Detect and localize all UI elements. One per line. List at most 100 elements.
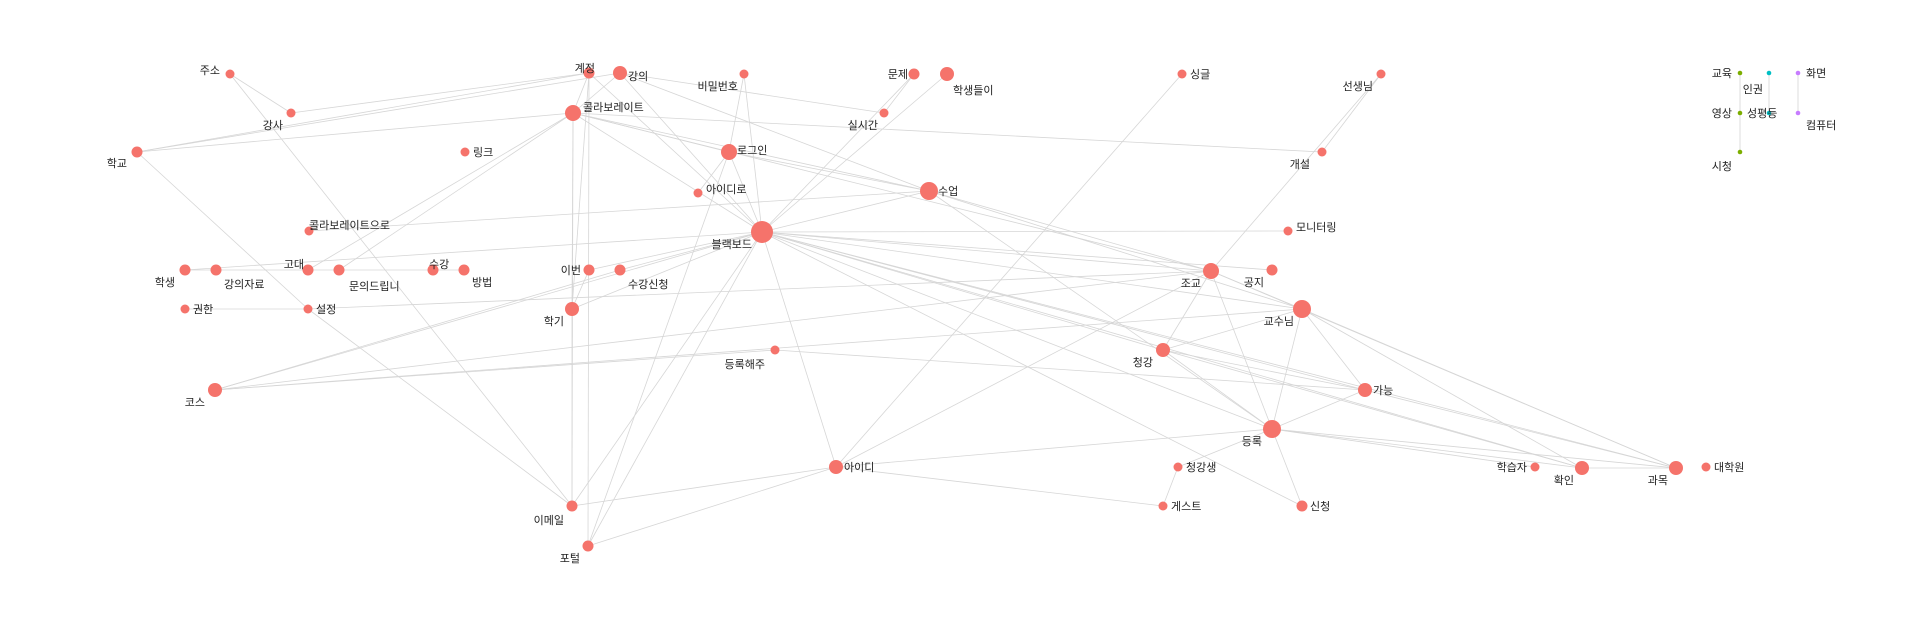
graph-node[interactable]: 학기 — [544, 302, 579, 328]
graph-node[interactable]: 시청 — [1712, 149, 1743, 173]
node-dot[interactable] — [1701, 462, 1711, 472]
node-dot[interactable] — [721, 144, 737, 160]
graph-node[interactable]: 권한 — [180, 303, 214, 316]
graph-node[interactable]: 가능 — [1358, 383, 1393, 397]
graph-node[interactable]: 실시간 — [848, 108, 889, 133]
node-dot[interactable] — [1266, 264, 1278, 276]
node-dot[interactable] — [920, 182, 938, 200]
node-dot[interactable] — [583, 67, 595, 79]
node-dot[interactable] — [1203, 263, 1219, 279]
graph-node[interactable]: 문의드립니 — [333, 264, 400, 294]
node-dot[interactable] — [1173, 462, 1183, 472]
node-dot[interactable] — [565, 105, 581, 121]
node-dot[interactable] — [303, 304, 313, 314]
node-dot[interactable] — [1766, 110, 1772, 116]
graph-node[interactable]: 확인 — [1554, 461, 1589, 487]
node-dot[interactable] — [908, 68, 920, 80]
graph-node[interactable]: 콜라보레이트 — [565, 101, 644, 121]
node-dot[interactable] — [583, 264, 595, 276]
node-dot[interactable] — [180, 304, 190, 314]
graph-node[interactable]: 학교 — [107, 146, 143, 171]
graph-node[interactable]: 등록해주 — [725, 345, 780, 372]
node-dot[interactable] — [1358, 383, 1372, 397]
graph-node[interactable]: 모니터링 — [1283, 221, 1337, 236]
node-dot[interactable] — [1737, 149, 1743, 155]
graph-node[interactable]: 학생들이 — [940, 67, 993, 97]
graph-node[interactable]: 학습자 — [1497, 461, 1540, 474]
node-dot[interactable] — [460, 147, 470, 157]
node-dot[interactable] — [1795, 70, 1801, 76]
graph-node[interactable]: 계정 — [575, 62, 595, 79]
node-dot[interactable] — [582, 540, 594, 552]
node-dot[interactable] — [879, 108, 889, 118]
graph-node[interactable]: 등록 — [1242, 420, 1281, 448]
node-dot[interactable] — [1376, 69, 1386, 79]
node-dot[interactable] — [333, 264, 345, 276]
graph-node[interactable]: 영상 — [1712, 107, 1743, 120]
node-dot[interactable] — [1293, 300, 1311, 318]
graph-node[interactable]: 교육 — [1712, 67, 1743, 80]
graph-node[interactable]: 화면 — [1795, 67, 1827, 80]
node-dot[interactable] — [1737, 70, 1743, 76]
node-dot[interactable] — [1177, 69, 1187, 79]
node-dot[interactable] — [302, 264, 314, 276]
graph-node[interactable]: 강의자료 — [210, 264, 265, 292]
graph-node[interactable]: 설정 — [303, 303, 337, 316]
graph-node[interactable]: 코스 — [185, 383, 222, 409]
graph-node[interactable]: 게스트 — [1158, 500, 1202, 513]
graph-node[interactable]: 이번 — [561, 264, 595, 277]
graph-node[interactable]: 링크 — [460, 146, 494, 159]
graph-node[interactable]: 로그인 — [721, 144, 767, 160]
graph-node[interactable]: 강의 — [613, 66, 648, 83]
node-dot[interactable] — [1283, 226, 1293, 236]
graph-node[interactable]: 고대 — [284, 258, 314, 276]
node-dot[interactable] — [770, 345, 780, 355]
graph-node[interactable]: 콜라보레이트으로 — [304, 219, 390, 236]
graph-node[interactable]: 조교 — [1181, 263, 1219, 290]
node-dot[interactable] — [1795, 110, 1801, 116]
graph-node[interactable]: 수업 — [920, 182, 958, 200]
node-dot[interactable] — [940, 67, 954, 81]
node-dot[interactable] — [225, 69, 235, 79]
graph-node[interactable]: 청강 — [1133, 343, 1170, 369]
graph-node[interactable]: 아이디 — [829, 460, 874, 474]
graph-node[interactable]: 이메일 — [534, 500, 578, 528]
node-dot[interactable] — [1156, 343, 1170, 357]
graph-node[interactable]: 학생 — [155, 264, 191, 290]
node-dot[interactable] — [566, 500, 578, 512]
node-dot[interactable] — [613, 66, 627, 80]
graph-node[interactable]: 포털 — [560, 540, 594, 566]
graph-node[interactable]: 공지 — [1244, 264, 1278, 290]
node-dot[interactable] — [286, 108, 296, 118]
node-dot[interactable] — [614, 264, 626, 276]
node-dot[interactable] — [208, 383, 222, 397]
graph-node[interactable]: 신청 — [1296, 500, 1331, 513]
node-dot[interactable] — [1737, 110, 1743, 116]
graph-node[interactable]: 강사 — [263, 108, 296, 133]
node-dot[interactable] — [1530, 462, 1540, 472]
node-dot[interactable] — [427, 264, 439, 276]
graph-node[interactable]: 싱글 — [1177, 68, 1211, 81]
node-dot[interactable] — [131, 146, 143, 158]
node-dot[interactable] — [1263, 420, 1281, 438]
node-dot[interactable] — [1766, 70, 1772, 76]
node-dot[interactable] — [693, 188, 703, 198]
node-dot[interactable] — [1317, 147, 1327, 157]
graph-node[interactable]: 수강 — [427, 258, 450, 276]
node-dot[interactable] — [565, 302, 579, 316]
node-dot[interactable] — [210, 264, 222, 276]
node-dot[interactable] — [1575, 461, 1589, 475]
node-dot[interactable] — [829, 460, 843, 474]
node-dot[interactable] — [1296, 500, 1308, 512]
graph-node[interactable]: 블랙보드 — [712, 221, 773, 251]
graph-node[interactable]: 방법 — [458, 264, 493, 290]
graph-node[interactable]: 청강생 — [1173, 461, 1217, 474]
graph-node[interactable]: 아이디로 — [693, 183, 747, 198]
graph-node[interactable]: 컴퓨터 — [1795, 110, 1837, 132]
graph-node[interactable]: 대학원 — [1701, 461, 1745, 474]
graph-node[interactable]: 과목 — [1648, 461, 1683, 487]
node-dot[interactable] — [304, 226, 314, 236]
graph-node[interactable]: 성평등 — [1747, 107, 1777, 120]
node-dot[interactable] — [739, 69, 749, 79]
graph-node[interactable]: 주소 — [200, 64, 235, 79]
